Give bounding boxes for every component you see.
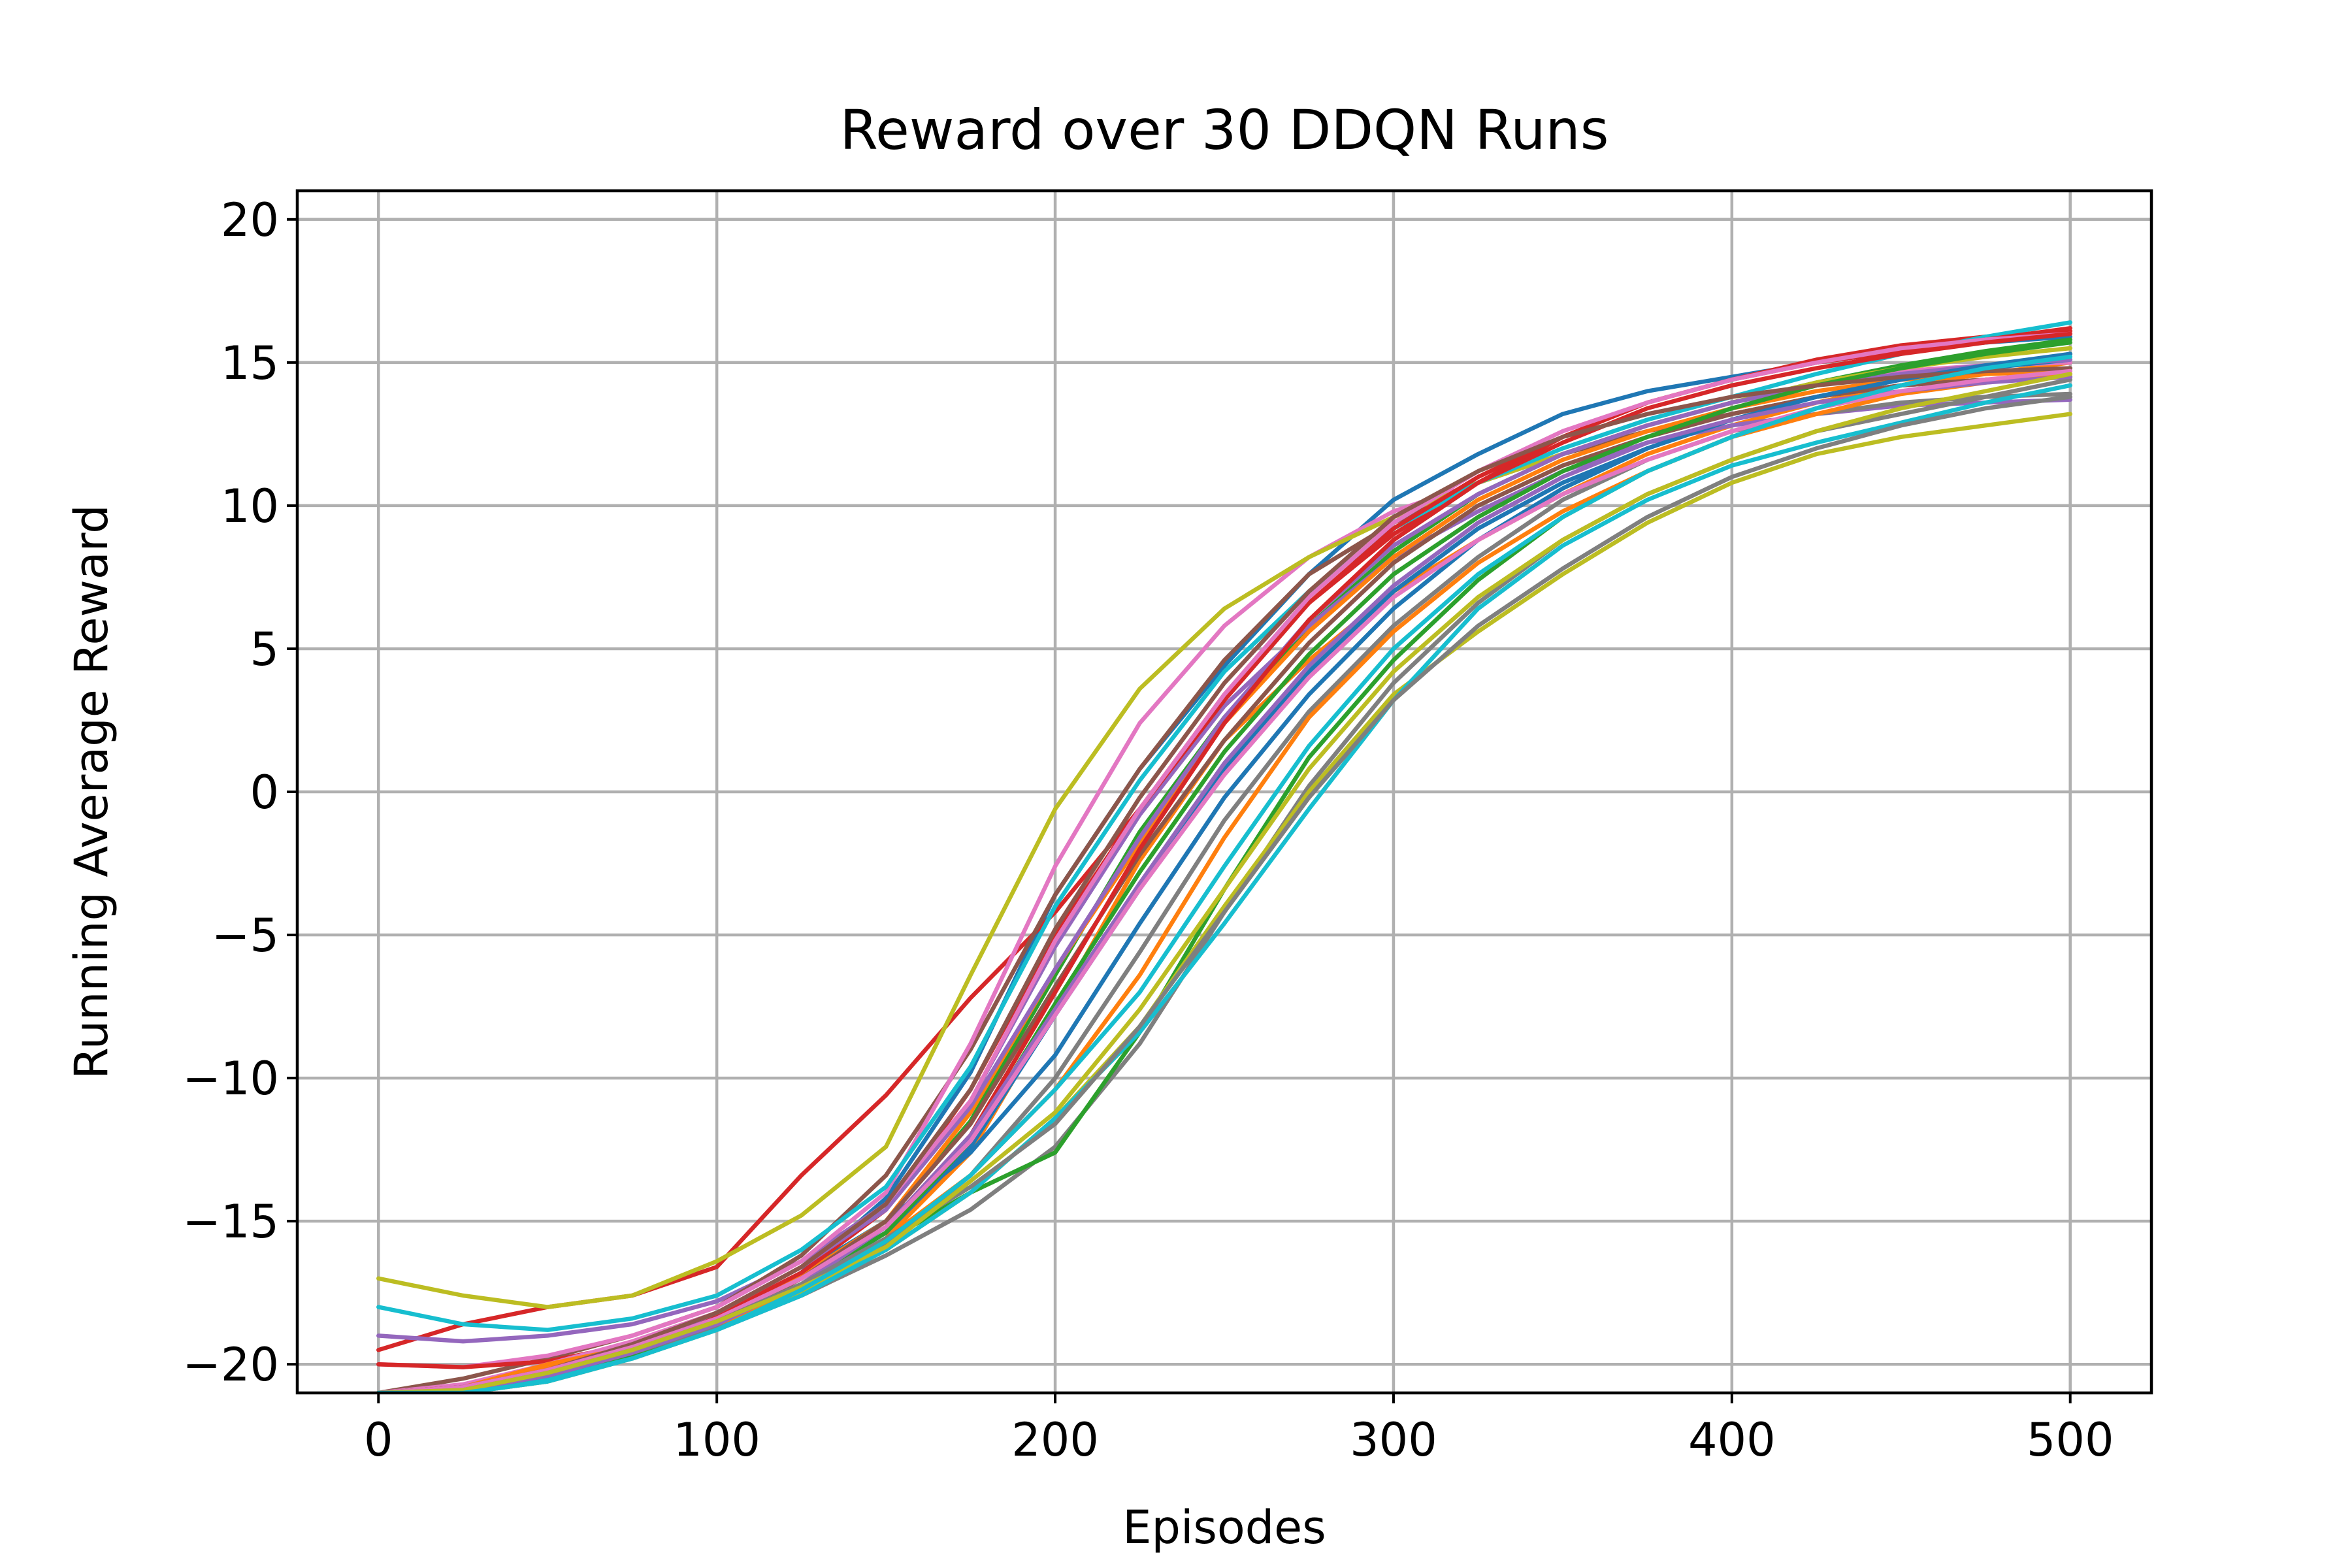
y-tick-label: −5 — [212, 909, 279, 962]
x-tick-label: 300 — [1350, 1413, 1437, 1467]
x-tick-label: 200 — [1011, 1413, 1099, 1467]
series-line-30 — [376, 354, 2072, 1393]
series-line-29 — [376, 372, 2072, 1393]
y-tick-label: 20 — [221, 193, 279, 247]
y-tick-label: 10 — [221, 480, 279, 533]
axis-ticks: 0 100 200 300 400 500 −20 −15 −10 −5 0 5 10 15 20 — [182, 193, 2114, 1467]
series-line-10 — [376, 320, 2072, 1332]
x-tick-label: 0 — [364, 1413, 393, 1467]
x-axis-label: Episodes — [1122, 1501, 1326, 1554]
x-tick-label: 500 — [2027, 1413, 2114, 1467]
grid — [297, 191, 2151, 1393]
y-axis-label: Running Average Reward — [65, 504, 118, 1079]
x-tick-label: 100 — [673, 1413, 760, 1467]
y-tick-label: −20 — [182, 1338, 279, 1392]
y-tick-label: 15 — [221, 336, 279, 390]
series-line-26 — [376, 366, 2072, 1393]
y-tick-label: −10 — [182, 1052, 279, 1105]
x-tick-label: 400 — [1688, 1413, 1776, 1467]
y-tick-label: 0 — [250, 766, 279, 819]
series-line-25 — [376, 374, 2072, 1393]
series-lines — [376, 320, 2072, 1393]
chart-title: Reward over 30 DDQN Runs — [840, 98, 1609, 162]
y-tick-label: −15 — [182, 1195, 279, 1249]
y-tick-label: 5 — [250, 623, 279, 676]
